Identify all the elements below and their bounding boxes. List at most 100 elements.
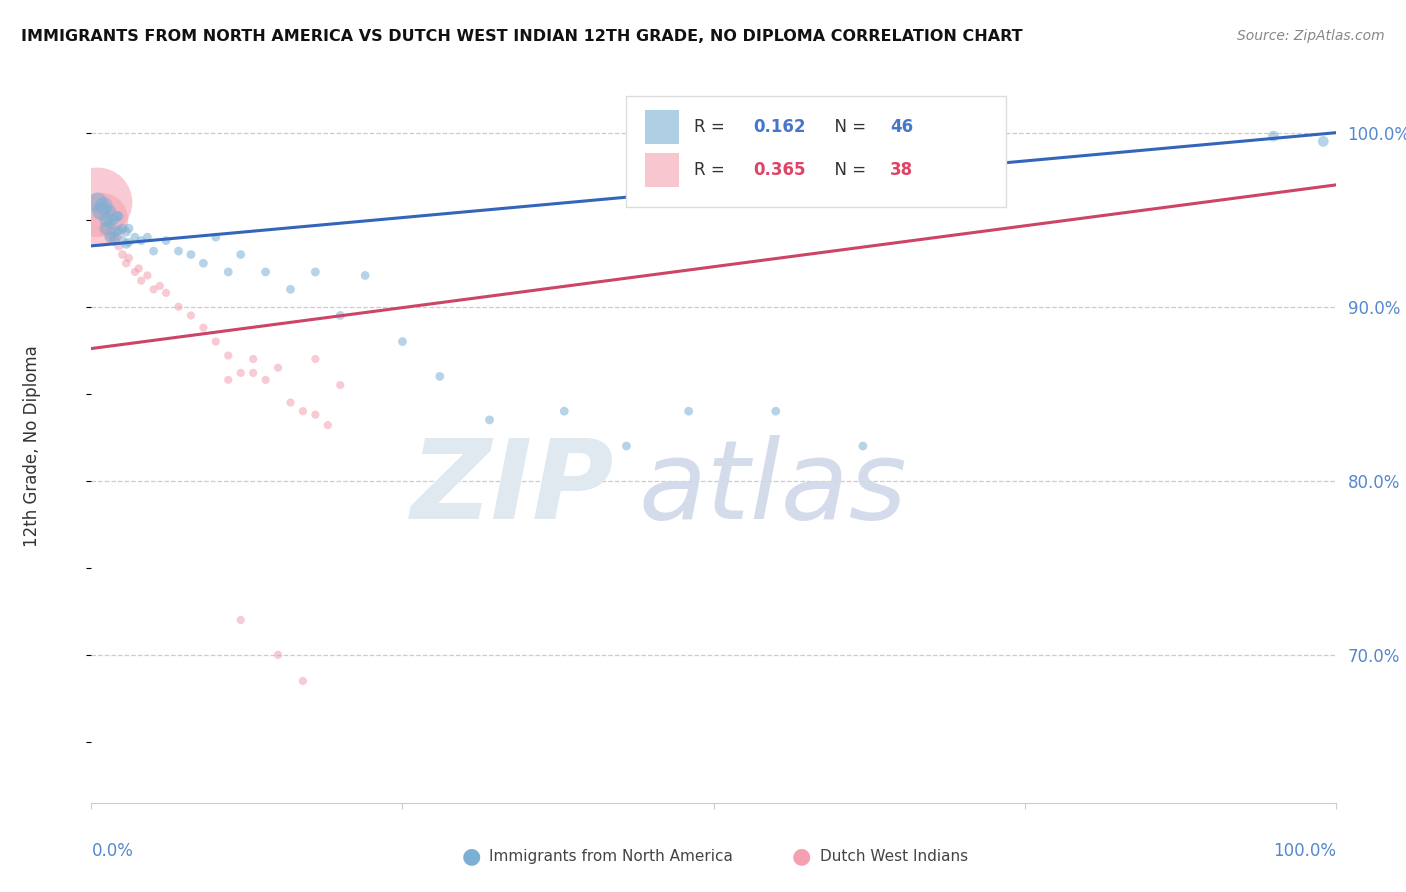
Point — [242, 366, 264, 380]
Point — [105, 230, 128, 244]
Text: IMMIGRANTS FROM NORTH AMERICA VS DUTCH WEST INDIAN 12TH GRADE, NO DIPLOMA CORREL: IMMIGRANTS FROM NORTH AMERICA VS DUTCH W… — [21, 29, 1022, 44]
Text: N =: N = — [824, 161, 872, 178]
Point — [1263, 129, 1285, 144]
Point — [267, 648, 290, 662]
Text: R =: R = — [693, 118, 730, 136]
Point — [111, 247, 134, 261]
Point — [304, 408, 326, 422]
Point — [553, 404, 575, 418]
Point — [98, 216, 121, 230]
Point — [329, 378, 352, 392]
Point — [115, 256, 138, 270]
Point — [118, 235, 141, 250]
Text: R =: R = — [693, 161, 730, 178]
Point — [254, 265, 277, 279]
Point — [155, 234, 177, 248]
Point — [217, 373, 239, 387]
Point — [852, 439, 875, 453]
Text: ●: ● — [461, 847, 481, 866]
Point — [142, 244, 165, 258]
Text: 100.0%: 100.0% — [1272, 842, 1336, 860]
Point — [93, 199, 115, 213]
Point — [107, 209, 129, 223]
Point — [242, 351, 264, 366]
Point — [280, 282, 302, 296]
Point — [354, 268, 377, 283]
Text: Dutch West Indians: Dutch West Indians — [820, 849, 967, 863]
Point — [98, 230, 121, 244]
Point — [115, 237, 138, 252]
Point — [93, 204, 115, 219]
Point — [304, 351, 326, 366]
Point — [98, 204, 121, 219]
Point — [118, 251, 141, 265]
Point — [478, 413, 501, 427]
Point — [129, 234, 152, 248]
Text: atlas: atlas — [638, 435, 907, 542]
Point — [90, 204, 112, 219]
Point — [217, 265, 239, 279]
Point — [678, 404, 700, 418]
Text: 38: 38 — [890, 161, 914, 178]
FancyBboxPatch shape — [627, 96, 1005, 207]
Text: N =: N = — [824, 118, 872, 136]
Point — [128, 261, 150, 276]
Text: ZIP: ZIP — [411, 435, 614, 542]
Point — [86, 195, 108, 210]
Point — [1312, 135, 1334, 149]
Point — [180, 309, 202, 323]
Point — [205, 334, 228, 349]
Point — [193, 320, 215, 334]
Point — [229, 366, 252, 380]
Text: ●: ● — [792, 847, 811, 866]
Point — [267, 360, 290, 375]
Point — [180, 247, 202, 261]
Point — [105, 209, 128, 223]
Point — [167, 244, 190, 258]
Text: 0.0%: 0.0% — [91, 842, 134, 860]
Point — [149, 278, 172, 293]
Point — [291, 404, 314, 418]
Text: 0.162: 0.162 — [754, 118, 806, 136]
Point — [98, 227, 121, 241]
Point — [229, 247, 252, 261]
Text: Immigrants from North America: Immigrants from North America — [489, 849, 733, 863]
Point — [291, 673, 314, 688]
Point — [115, 225, 138, 239]
Point — [142, 282, 165, 296]
Point — [280, 395, 302, 409]
Point — [205, 230, 228, 244]
Point — [217, 349, 239, 363]
Text: 0.365: 0.365 — [754, 161, 806, 178]
Point — [329, 309, 352, 323]
Point — [96, 221, 118, 235]
Point — [765, 404, 787, 418]
Point — [86, 195, 108, 210]
Text: 12th Grade, No Diploma: 12th Grade, No Diploma — [22, 345, 41, 547]
Point — [107, 223, 129, 237]
Point — [129, 274, 152, 288]
Point — [111, 234, 134, 248]
Point — [155, 285, 177, 300]
Point — [96, 221, 118, 235]
Point — [229, 613, 252, 627]
Point — [96, 212, 118, 227]
Point — [616, 439, 638, 453]
Point — [124, 265, 146, 279]
Point — [167, 300, 190, 314]
Text: 46: 46 — [890, 118, 914, 136]
Point — [111, 221, 134, 235]
Bar — [645, 153, 679, 187]
Point — [103, 230, 125, 244]
Bar — [645, 110, 679, 145]
Point — [103, 234, 125, 248]
Text: Source: ZipAtlas.com: Source: ZipAtlas.com — [1237, 29, 1385, 43]
Point — [136, 268, 159, 283]
Point — [391, 334, 413, 349]
Point — [316, 418, 339, 433]
Point — [107, 239, 129, 253]
Point — [90, 212, 112, 227]
Point — [429, 369, 451, 384]
Point — [254, 373, 277, 387]
Point — [136, 230, 159, 244]
